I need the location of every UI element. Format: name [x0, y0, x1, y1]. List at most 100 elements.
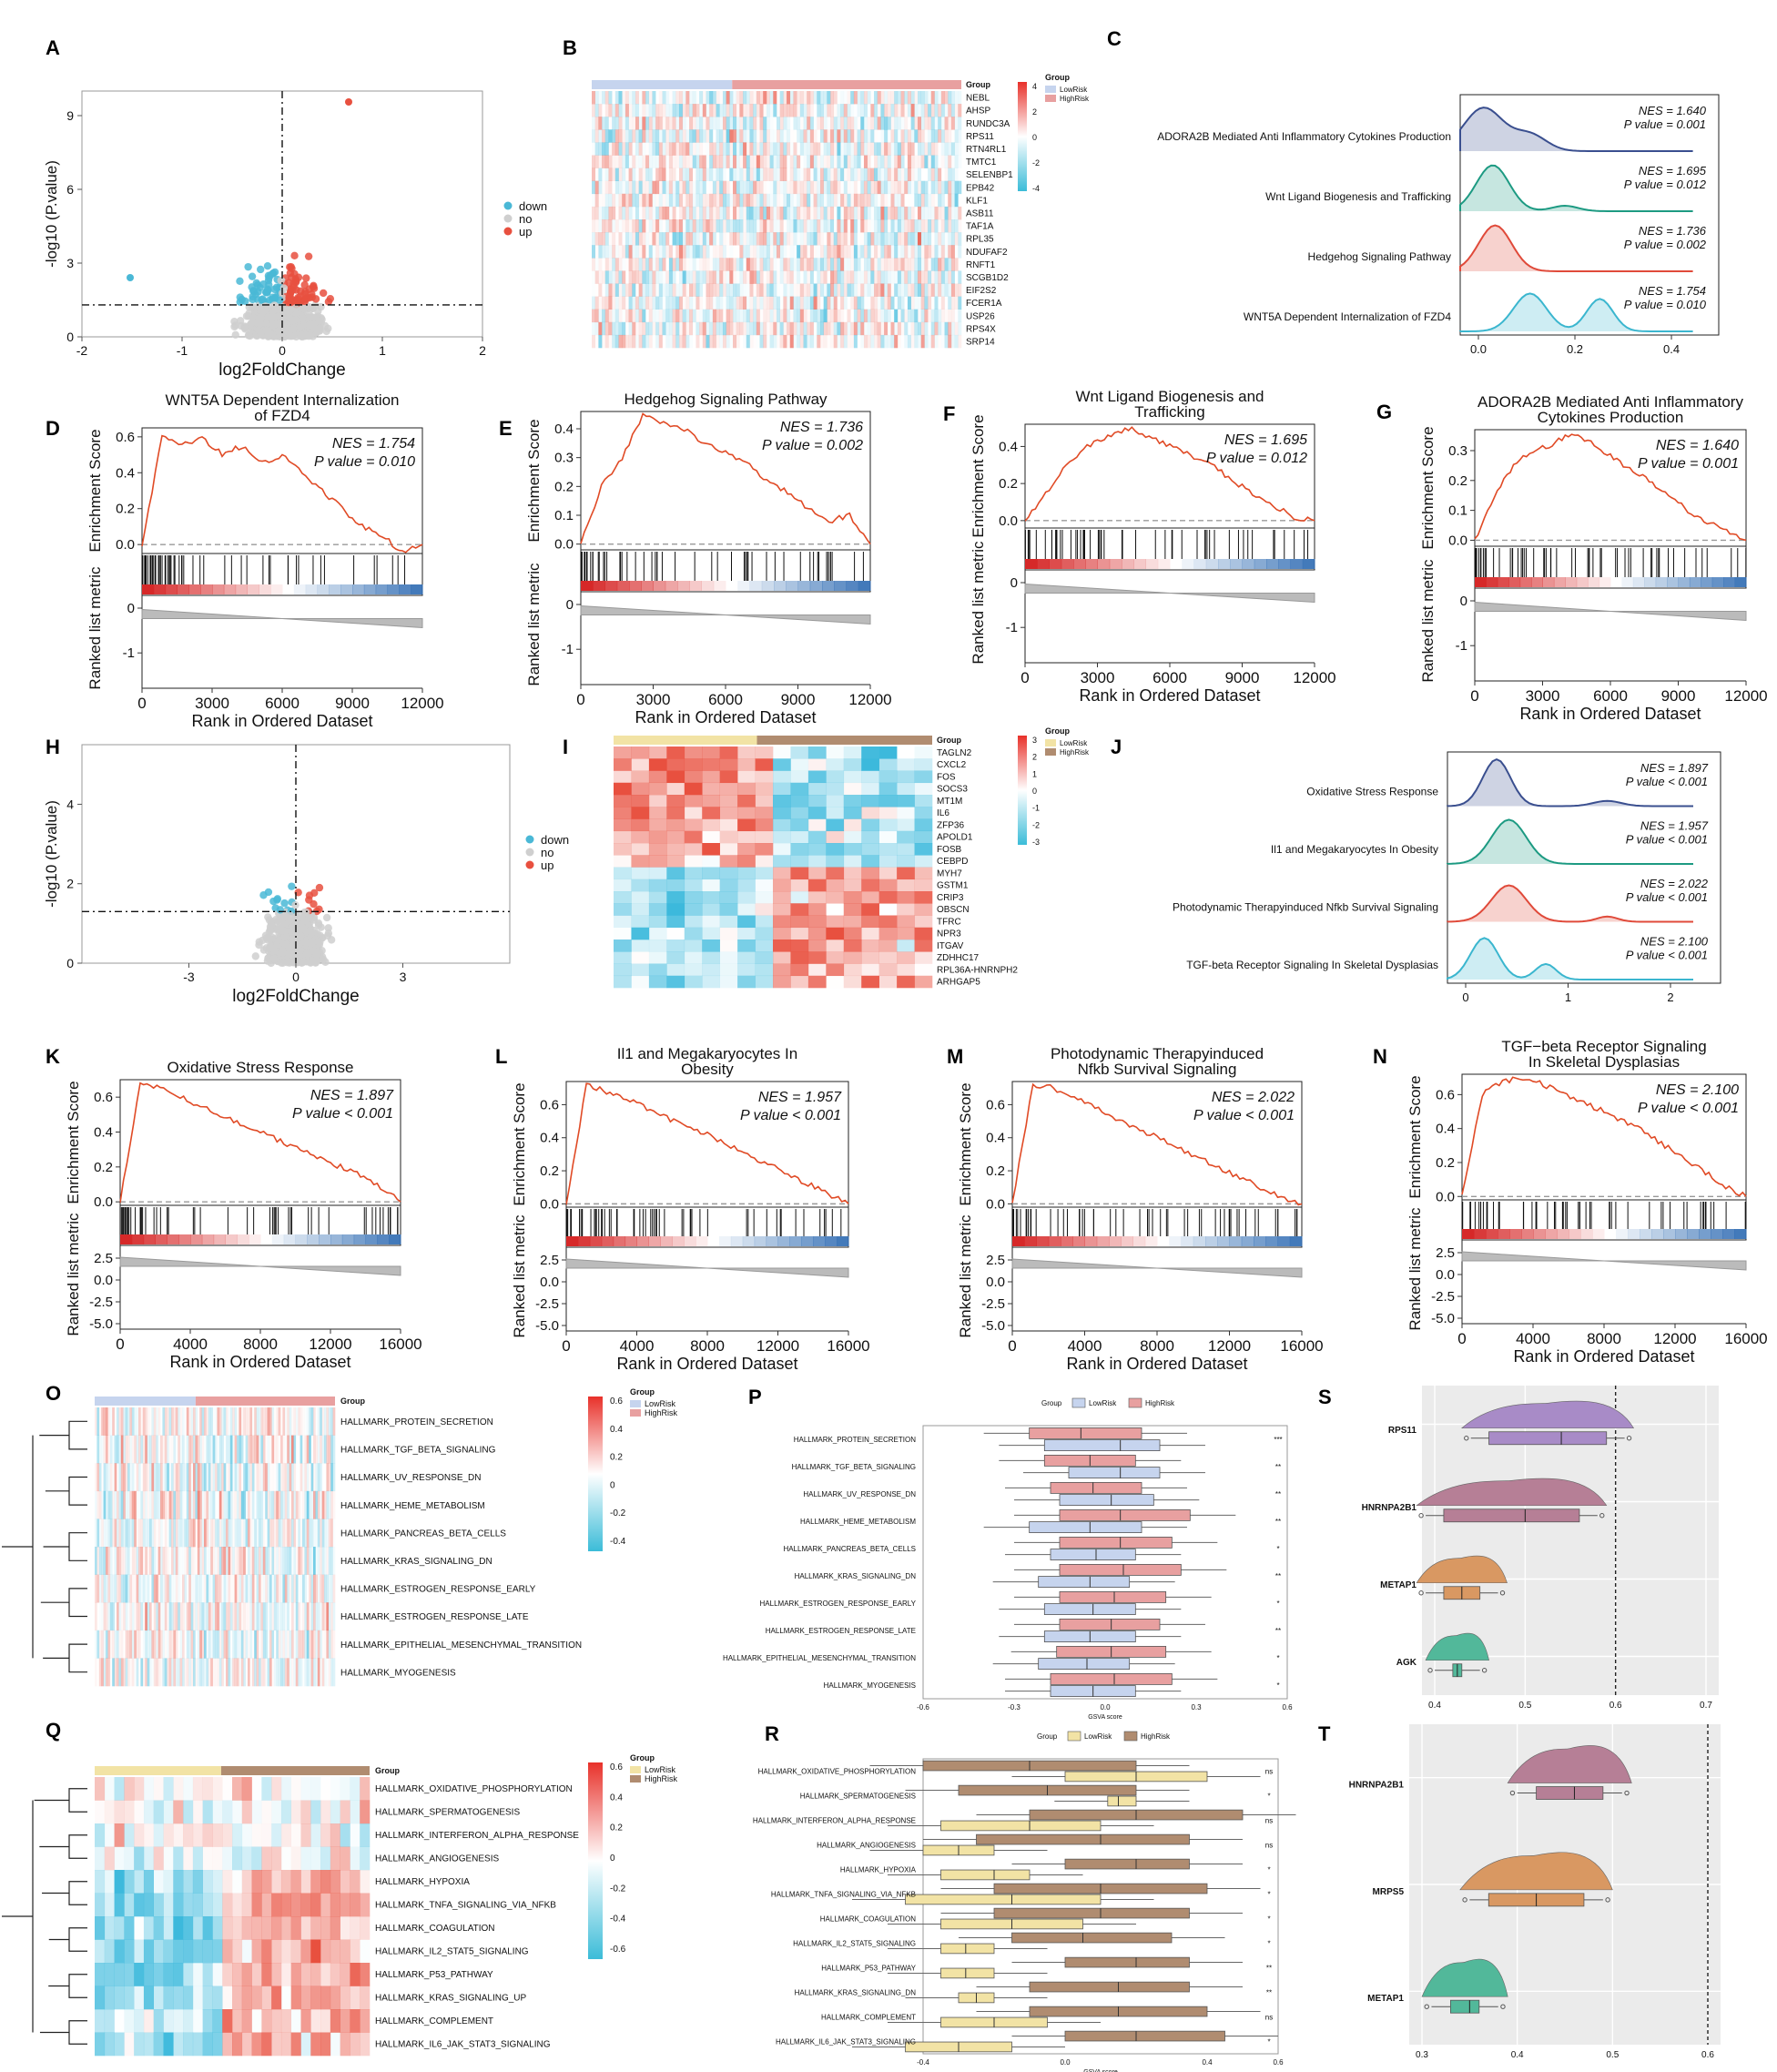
density-fill [1447, 938, 1693, 980]
y-tick-label: 0 [66, 956, 74, 970]
heatmap-cell [918, 258, 922, 271]
heatmap-cell [662, 91, 666, 105]
data-point [262, 320, 270, 328]
heatmap-cell [602, 142, 606, 156]
nes-label: NES = 1.695 [1224, 432, 1307, 448]
heatmap-cell [685, 206, 690, 220]
heatmap-cell [773, 770, 791, 784]
heatmap-cell [809, 180, 814, 195]
heatmap-cell [702, 232, 706, 246]
heatmap-cell [914, 180, 919, 195]
heatmap-cell [756, 283, 760, 297]
heatmap-cell [787, 232, 791, 246]
heatmap-cell [793, 155, 797, 168]
heatmap-cell [914, 867, 933, 880]
heatmap-cell [716, 193, 720, 208]
heatmap-cell [712, 334, 716, 349]
heatmap-cell [837, 232, 841, 246]
heatmap-cell [958, 91, 962, 105]
heatmap-cell [608, 258, 613, 271]
heatmap-cell [668, 245, 673, 259]
heatmap-cell [682, 219, 686, 233]
heatmap-cell [702, 168, 706, 181]
heatmap-cell [940, 245, 945, 259]
heatmap-cell [598, 283, 603, 297]
heatmap-cell [930, 129, 935, 143]
heatmap-cell [793, 321, 797, 336]
heatmap-cell [685, 855, 703, 868]
heatmap-cell [614, 296, 619, 310]
heatmap-cell [739, 335, 743, 348]
heatmap-cell [598, 180, 603, 195]
heatmap-cell [722, 180, 726, 195]
heatmap-cell [773, 104, 777, 117]
data-point [257, 265, 265, 274]
rank-color-bar [581, 581, 594, 591]
heatmap-cell [736, 296, 740, 310]
heatmap-cell [648, 91, 653, 105]
heatmap-cell [834, 156, 838, 168]
heatmap-cell [709, 258, 713, 270]
heatmap-cell [817, 258, 821, 271]
heatmap-cell [749, 283, 754, 297]
heatmap-cell [759, 129, 764, 143]
heatmap-cell [702, 758, 720, 771]
heatmap-cell [692, 91, 696, 105]
heatmap-cell [706, 155, 710, 168]
heatmap-cell [843, 142, 848, 156]
heatmap-cell [702, 334, 706, 349]
gene-label: CXCL2 [937, 760, 967, 770]
heatmap-cell [940, 129, 945, 143]
heatmap-cell [699, 309, 704, 323]
heatmap-cell [662, 180, 666, 195]
rank-color-bar [1734, 577, 1747, 587]
heatmap-cell [692, 270, 696, 284]
heatmap-cell [870, 219, 874, 232]
heatmap-cell [706, 283, 710, 297]
heatmap-cell [675, 258, 680, 271]
heatmap-cell [894, 270, 899, 284]
heatmap-cell [712, 142, 716, 156]
heatmap-cell [736, 206, 740, 220]
plot-title: of FZD4 [254, 407, 310, 424]
heatmap-cell [614, 321, 619, 336]
heatmap-cell [887, 232, 891, 246]
heatmap-cell [648, 830, 667, 844]
heatmap-cell [618, 206, 623, 220]
heatmap-cell [612, 91, 615, 104]
heatmap-cell [702, 91, 706, 105]
heatmap-cell [719, 867, 738, 880]
heatmap-cell [632, 207, 635, 219]
heatmap-cell [648, 258, 653, 271]
heatmap-cell [675, 129, 680, 143]
heatmap-cell [755, 807, 774, 819]
heatmap-cell [722, 117, 726, 130]
heatmap-cell [595, 245, 599, 258]
rank-color-bar [1588, 577, 1600, 587]
heatmap-cell [853, 296, 858, 310]
heatmap-cell [807, 270, 811, 284]
rank-color-bar [737, 581, 750, 591]
heatmap-cell [632, 129, 636, 143]
heatmap-cell [722, 168, 726, 181]
rank-color-bar [1157, 559, 1171, 569]
heatmap-cell [766, 206, 770, 220]
heatmap-cell [678, 258, 683, 271]
heatmap-cell [755, 915, 774, 929]
heatmap-cell [684, 867, 703, 880]
heatmap-cell [652, 91, 656, 105]
heatmap-cell [930, 258, 935, 271]
heatmap-cell [928, 283, 932, 297]
heatmap-cell [787, 180, 791, 195]
heatmap-cell [914, 155, 919, 168]
heatmap-cell [938, 232, 942, 246]
legend-swatch [1045, 739, 1056, 747]
heatmap-cell [843, 903, 862, 916]
heatmap-cell [853, 180, 858, 195]
heatmap-cell [817, 219, 821, 233]
heatmap-cell [843, 117, 848, 130]
heatmap-cell [918, 155, 922, 168]
heatmap-cell [789, 258, 794, 271]
heatmap-cell [857, 142, 861, 156]
heatmap-cell [736, 219, 740, 233]
